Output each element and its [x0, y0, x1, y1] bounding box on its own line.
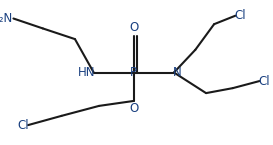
Text: Cl: Cl — [234, 9, 246, 22]
Text: O: O — [129, 102, 138, 115]
Text: O: O — [129, 21, 138, 34]
Text: Cl: Cl — [258, 75, 270, 88]
Text: P: P — [130, 66, 137, 79]
Text: H₂N: H₂N — [0, 12, 13, 25]
Text: Cl: Cl — [18, 119, 29, 132]
Text: N: N — [173, 66, 181, 79]
Text: HN: HN — [78, 66, 95, 79]
